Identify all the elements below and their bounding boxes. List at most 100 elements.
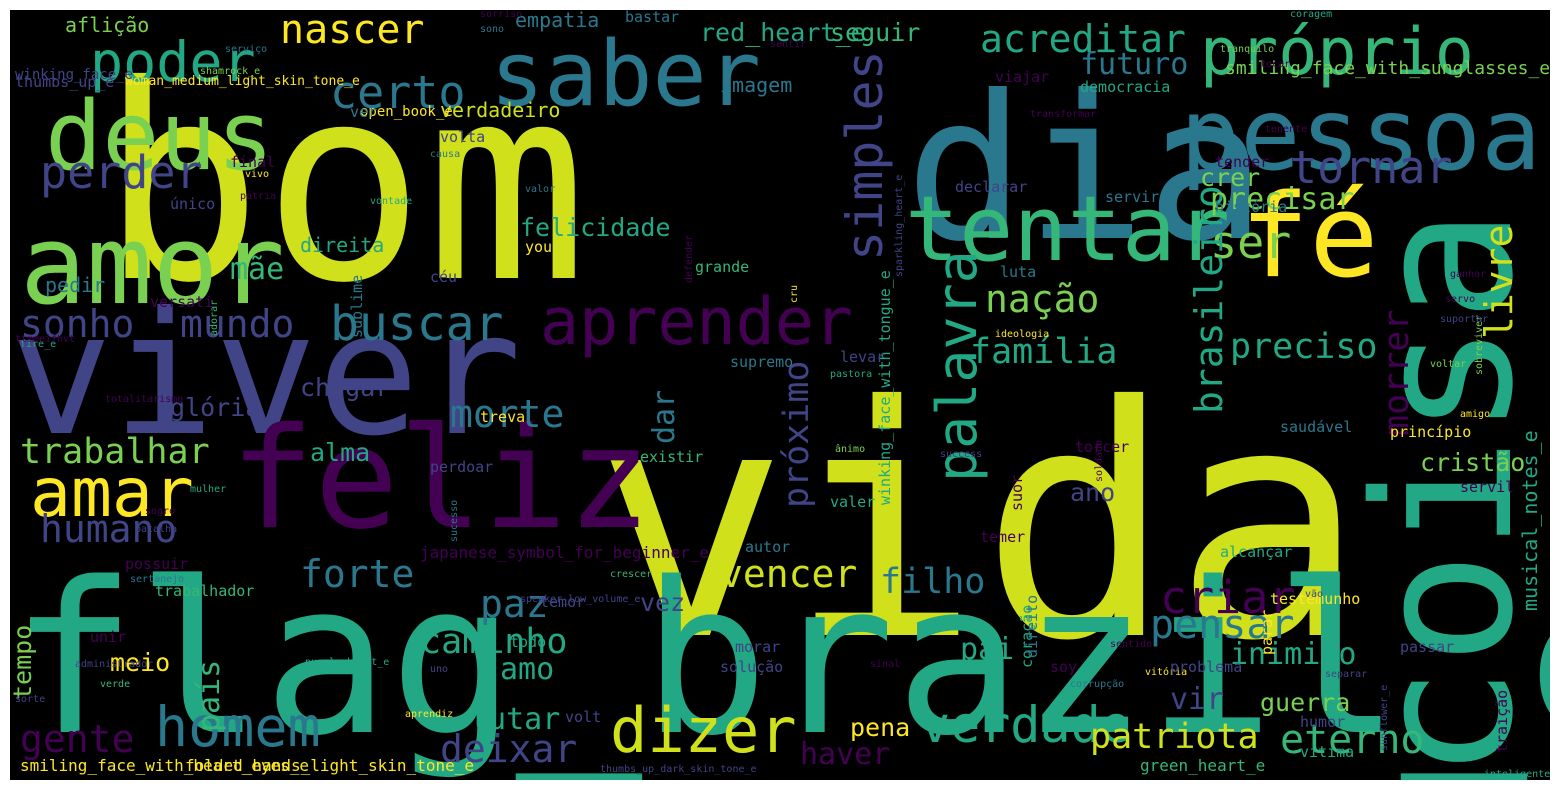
word-43: filho: [880, 562, 986, 602]
word-14: aprender: [540, 285, 854, 360]
word-66: lutar: [470, 702, 561, 737]
word-26: tornar: [1290, 141, 1453, 194]
word-12: tentar: [905, 177, 1231, 282]
word-13: próprio: [1200, 15, 1474, 90]
word-165: alcançar: [1220, 543, 1293, 561]
word-192: traição: [1493, 689, 1511, 753]
word-23: perder: [40, 146, 203, 199]
word-115: único: [170, 195, 216, 213]
word-168: testemunho: [1270, 590, 1361, 608]
word-104: serviço: [225, 44, 268, 55]
word-167: crescer: [610, 569, 653, 580]
word-163: temer: [980, 528, 1026, 546]
word-cloud: vida bom dia flag_brazil_e viver coisa feliz pe…: [10, 10, 1550, 780]
word-148: existir: [640, 448, 704, 466]
word-116: pátria: [240, 191, 277, 202]
word-151: success: [940, 449, 983, 460]
word-119: valor: [525, 184, 556, 195]
word-181: administrador: [75, 659, 154, 670]
word-185: soy: [1050, 658, 1078, 676]
word-16: dizer: [610, 694, 797, 767]
word-140: ttmmeifhvt: [15, 334, 76, 345]
word-7: pessoa: [1180, 76, 1542, 193]
word-45: trabalhar: [20, 432, 210, 472]
word-194: volt: [565, 708, 602, 726]
word-69: guerra: [1260, 688, 1351, 717]
word-6: feliz: [230, 398, 652, 561]
word-27: ser: [1210, 216, 1292, 269]
word-153: saudável: [1280, 418, 1353, 436]
word-30: nação: [985, 277, 1100, 321]
word-126: tender: [1215, 153, 1270, 171]
word-24: certo: [330, 66, 466, 119]
word-48: próximo: [777, 360, 817, 508]
word-22: buscar: [330, 296, 504, 352]
word-89: purple_heart_e: [305, 657, 390, 668]
word-75: meio: [110, 648, 171, 677]
word-88: green_heart_e: [1140, 756, 1266, 775]
word-79: imagem: [720, 73, 793, 97]
word-93: shamrock_e: [200, 66, 261, 77]
word-46: caminho: [420, 622, 568, 662]
word-145: totalitarismo: [105, 394, 184, 405]
word-166: possuir: [125, 555, 189, 573]
word-65: inimigo: [1230, 637, 1357, 672]
word-39: gente: [20, 717, 135, 761]
word-130: luta: [1000, 263, 1037, 281]
word-191: separar: [1325, 669, 1368, 680]
word-32: brasileiro: [1187, 185, 1231, 414]
word-0: vida: [595, 339, 1366, 711]
word-11: fé: [1240, 170, 1379, 304]
word-92: open_book_e: [360, 104, 453, 120]
word-37: mundo: [180, 302, 295, 346]
word-154: princípio: [1390, 423, 1472, 441]
word-123: defender: [684, 234, 695, 283]
word-20: simples: [836, 50, 894, 261]
word-143: pastora: [830, 369, 873, 380]
word-178: direito: [1023, 594, 1041, 658]
word-118: vontade: [370, 196, 413, 207]
word-179: morar: [735, 638, 781, 656]
word-110: ver: [350, 103, 378, 121]
word-15: amar: [30, 454, 194, 533]
word-57: mãe: [230, 252, 285, 287]
word-63: felicidade: [520, 213, 671, 242]
word-135: céu: [430, 268, 458, 286]
word-188: sorte: [15, 694, 46, 705]
word-180: passar: [1400, 638, 1455, 656]
word-62: seguir: [830, 18, 921, 47]
word-177: sentido: [1110, 639, 1153, 650]
word-78: empatia: [515, 10, 600, 32]
word-132: ganhar: [1450, 269, 1487, 280]
word-40: vencer: [720, 552, 858, 596]
word-31: família: [970, 332, 1118, 372]
word-109: democracia: [1080, 78, 1171, 96]
word-52: precisar: [1210, 182, 1355, 217]
word-44: deixar: [440, 727, 578, 771]
word-141: supremo: [730, 353, 794, 371]
word-169: trabalhador: [155, 582, 255, 600]
word-36: paz: [480, 582, 549, 626]
word-122: cru: [789, 284, 800, 303]
word-47: patriota: [1090, 717, 1259, 757]
word-175: todo: [510, 633, 547, 651]
word-82: smiling_face_with_sunglasses_e: [1225, 58, 1550, 79]
word-183: sinal: [870, 659, 901, 670]
word-70: ano: [1070, 478, 1116, 507]
word-38: sonho: [20, 302, 135, 346]
word-56: pai: [960, 632, 1015, 667]
word-160: sucesso: [449, 499, 460, 542]
word-18: homem: [155, 695, 321, 759]
word-125: transformar: [1030, 109, 1097, 120]
word-133: servo: [1445, 294, 1476, 305]
word-162: batalha: [135, 524, 178, 535]
word-139: ideologia: [995, 329, 1050, 340]
word-127: declarar: [955, 178, 1028, 196]
word-171: temor: [540, 593, 586, 611]
word-21: poder: [90, 30, 256, 94]
word-103: sono: [480, 24, 505, 35]
word-1: bom: [100, 27, 588, 342]
word-4: viver: [10, 276, 522, 474]
word-85: japanese_symbol_for_beginner_e: [420, 543, 709, 562]
word-197: inteligente: [1484, 769, 1550, 780]
